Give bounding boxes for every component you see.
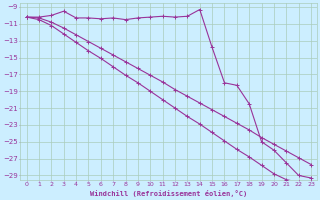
X-axis label: Windchill (Refroidissement éolien,°C): Windchill (Refroidissement éolien,°C) [90, 190, 247, 197]
